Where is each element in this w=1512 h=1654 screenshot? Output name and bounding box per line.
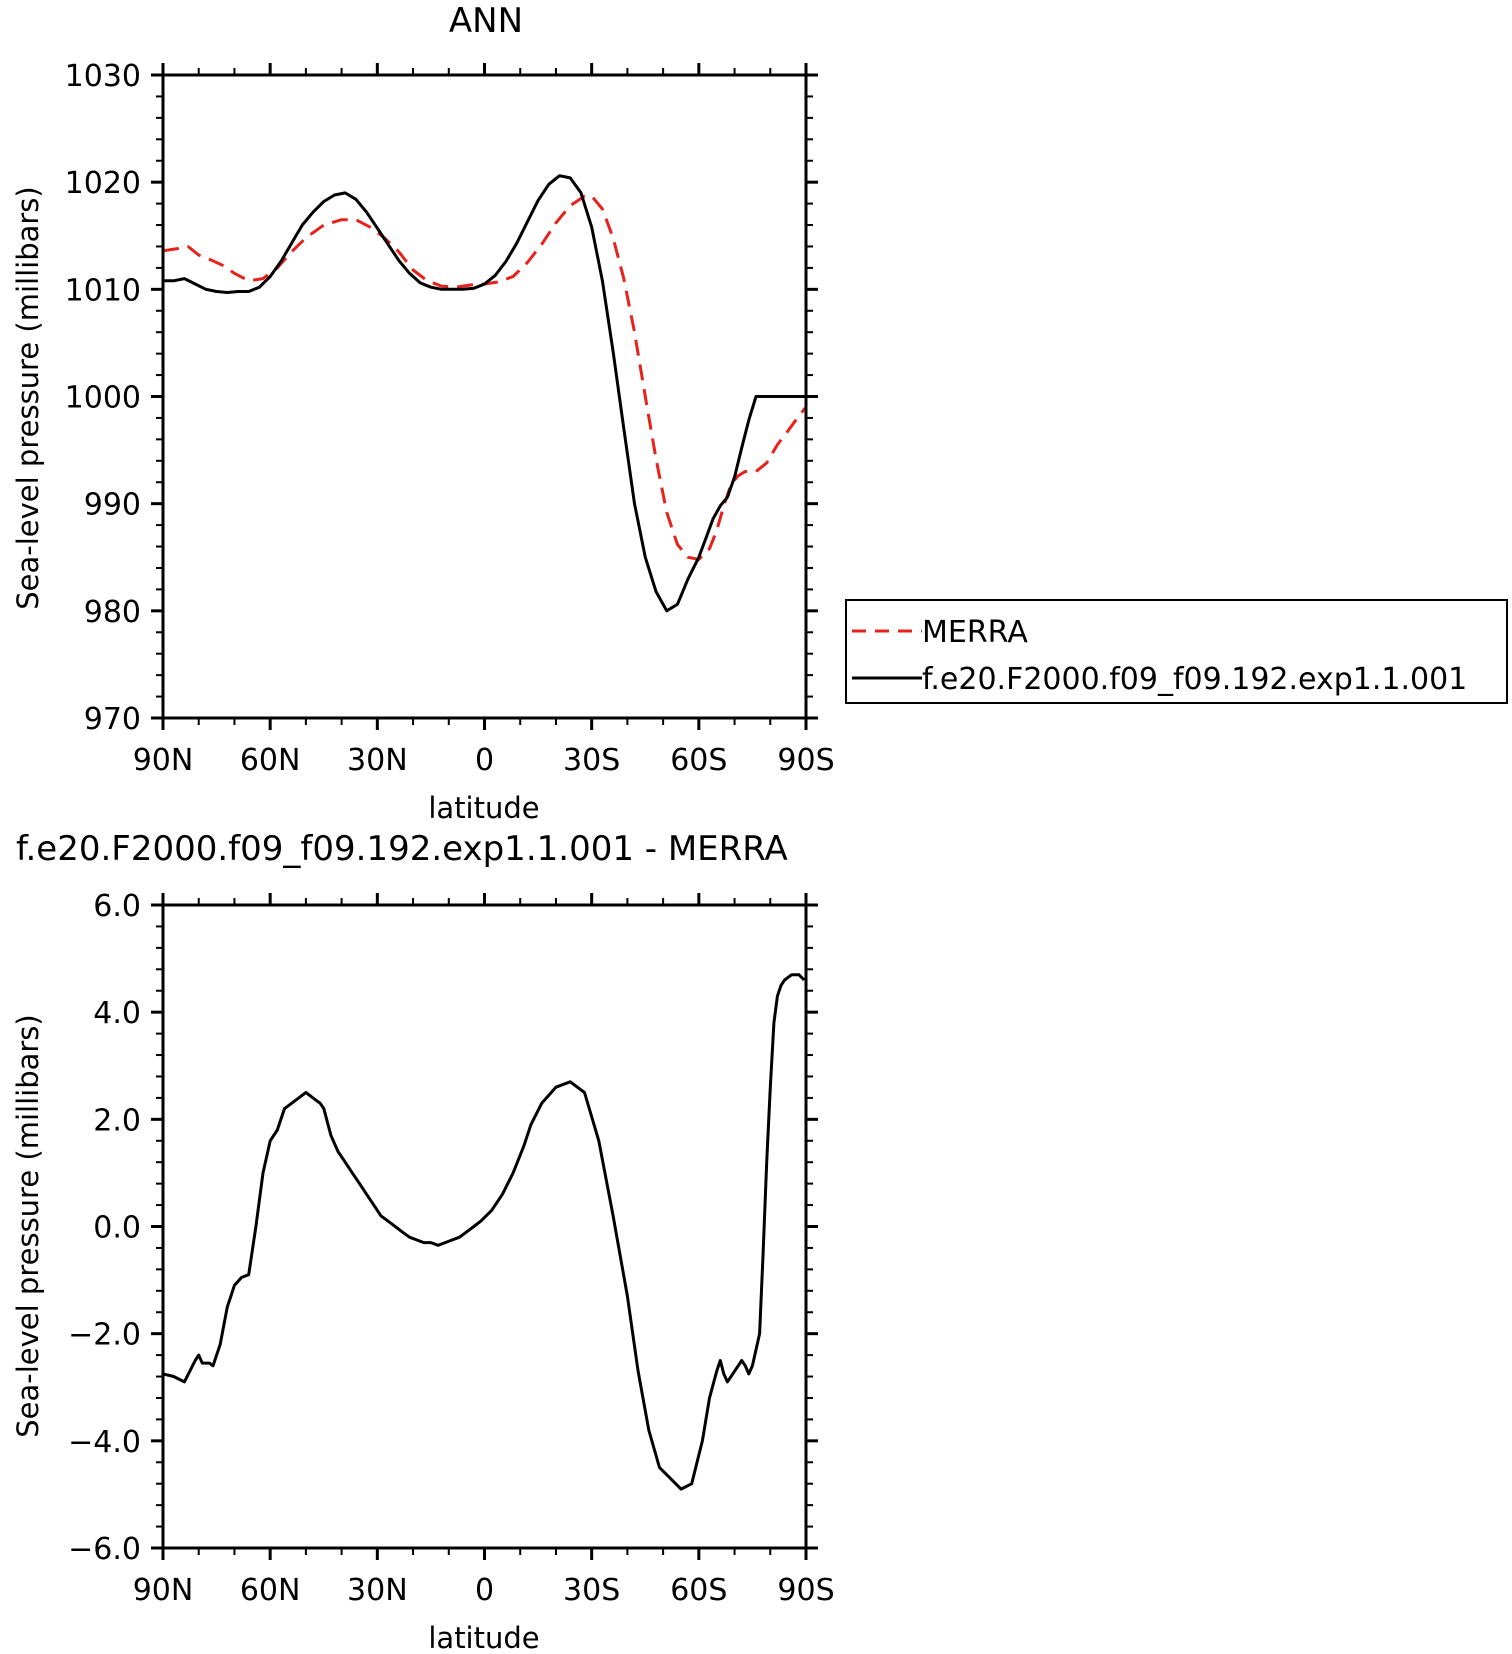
legend-label-model: f.e20.F2000.f09_f09.192.exp1.1.001 [922,662,1467,697]
y-tick-label: 1010 [65,273,141,308]
chart-title: f.e20.F2000.f09_f09.192.exp1.1.001 - MER… [16,829,788,869]
x-tick-label: 30S [563,743,620,778]
x-tick-label: 90S [777,1573,834,1608]
series-layer [162,973,806,1491]
x-tick-label: 30S [563,1573,620,1608]
panel-difference-slp: f.e20.F2000.f09_f09.192.exp1.1.001 - MER… [11,829,835,1654]
x-tick-labels: 90N 60N 30N 0 30S 60S 90S [133,743,835,778]
y-tick-label: 990 [84,488,141,523]
series-line-difference [162,973,806,1491]
series-layer [162,174,808,613]
x-tick-labels: 90N 60N 30N 0 30S 60S 90S [133,1573,835,1608]
panel-annual-slp: ANN 970 980 990 1000 1010 1020 1030 90N 60N 30N 0… [11,1,1508,825]
y-axis-label: Sea-level pressure (millibars) [11,186,45,609]
y-tick-label: 970 [84,702,141,737]
x-tick-label: 60S [670,743,727,778]
x-axis-label: latitude [428,1621,539,1654]
x-tick-label: 60S [670,1573,727,1608]
y-tick-label: 1020 [65,166,141,201]
legend-box [845,599,1508,704]
series-line-merra [162,194,808,561]
y-tick-label: 980 [84,595,141,630]
y-tick-label: −4.0 [68,1425,141,1460]
chart-title: ANN [449,1,523,41]
x-tick-label: 90S [777,743,834,778]
y-tick-label: 1030 [65,59,141,94]
x-tick-label: 60N [240,743,301,778]
x-tick-label: 90N [133,743,194,778]
y-tick-label: 6.0 [93,889,141,924]
legend-label-merra: MERRA [922,615,1028,650]
y-tick-label: 2.0 [93,1103,141,1138]
x-tick-label: 60N [240,1573,301,1608]
y-tick-label: −2.0 [68,1318,141,1353]
plot-frame [161,903,808,1550]
legend: MERRA f.e20.F2000.f09_f09.192.exp1.1.001 [845,599,1508,704]
y-tick-labels: −6.0 −4.0 −2.0 0.0 2.0 4.0 6.0 [68,889,141,1567]
tick-marks [151,63,818,730]
plot-frame [161,73,808,720]
x-axis-label: latitude [428,791,539,825]
x-tick-label: 90N [133,1573,194,1608]
y-tick-label: −6.0 [68,1532,141,1567]
y-tick-label: 1000 [65,381,141,416]
x-tick-label: 0 [475,743,494,778]
series-line-model [163,174,806,613]
y-tick-label: 0.0 [93,1211,141,1246]
x-tick-label: 30N [347,1573,408,1608]
tick-marks [151,893,818,1560]
y-axis-label: Sea-level pressure (millibars) [11,1014,45,1437]
y-tick-label: 4.0 [93,996,141,1031]
y-tick-labels: 970 980 990 1000 1010 1020 1030 [65,59,141,737]
x-tick-label: 30N [347,743,408,778]
x-tick-label: 0 [475,1573,494,1608]
